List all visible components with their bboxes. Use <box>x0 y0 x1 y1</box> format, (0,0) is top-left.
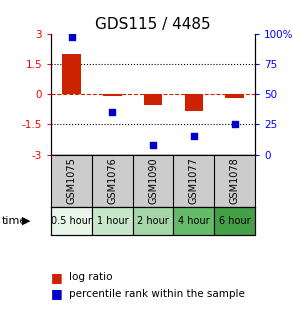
Point <box>232 122 237 127</box>
Point <box>192 134 196 139</box>
Text: 1 hour: 1 hour <box>97 216 128 226</box>
Bar <box>144 94 162 104</box>
Text: 2 hour: 2 hour <box>137 216 169 226</box>
Text: ■: ■ <box>51 288 63 300</box>
Text: GSM1075: GSM1075 <box>67 157 77 204</box>
Text: GSM1077: GSM1077 <box>189 157 199 204</box>
Text: 0.5 hour: 0.5 hour <box>51 216 92 226</box>
Point <box>69 35 74 40</box>
Bar <box>62 54 81 94</box>
Bar <box>92 207 133 235</box>
Bar <box>51 207 92 235</box>
Point <box>151 142 155 148</box>
Text: log ratio: log ratio <box>69 272 112 282</box>
Bar <box>173 207 214 235</box>
Bar <box>185 94 203 111</box>
Text: time: time <box>1 216 27 226</box>
Point <box>110 110 115 115</box>
Text: ■: ■ <box>51 271 63 284</box>
Title: GDS115 / 4485: GDS115 / 4485 <box>95 17 211 33</box>
Bar <box>225 94 244 98</box>
Text: GSM1090: GSM1090 <box>148 157 158 204</box>
Bar <box>133 207 173 235</box>
Text: GSM1076: GSM1076 <box>107 157 117 204</box>
Text: GSM1078: GSM1078 <box>229 157 240 204</box>
Text: 6 hour: 6 hour <box>219 216 250 226</box>
Text: ▶: ▶ <box>22 216 31 226</box>
Bar <box>103 94 122 96</box>
Text: 4 hour: 4 hour <box>178 216 209 226</box>
Bar <box>214 207 255 235</box>
Text: percentile rank within the sample: percentile rank within the sample <box>69 289 245 299</box>
